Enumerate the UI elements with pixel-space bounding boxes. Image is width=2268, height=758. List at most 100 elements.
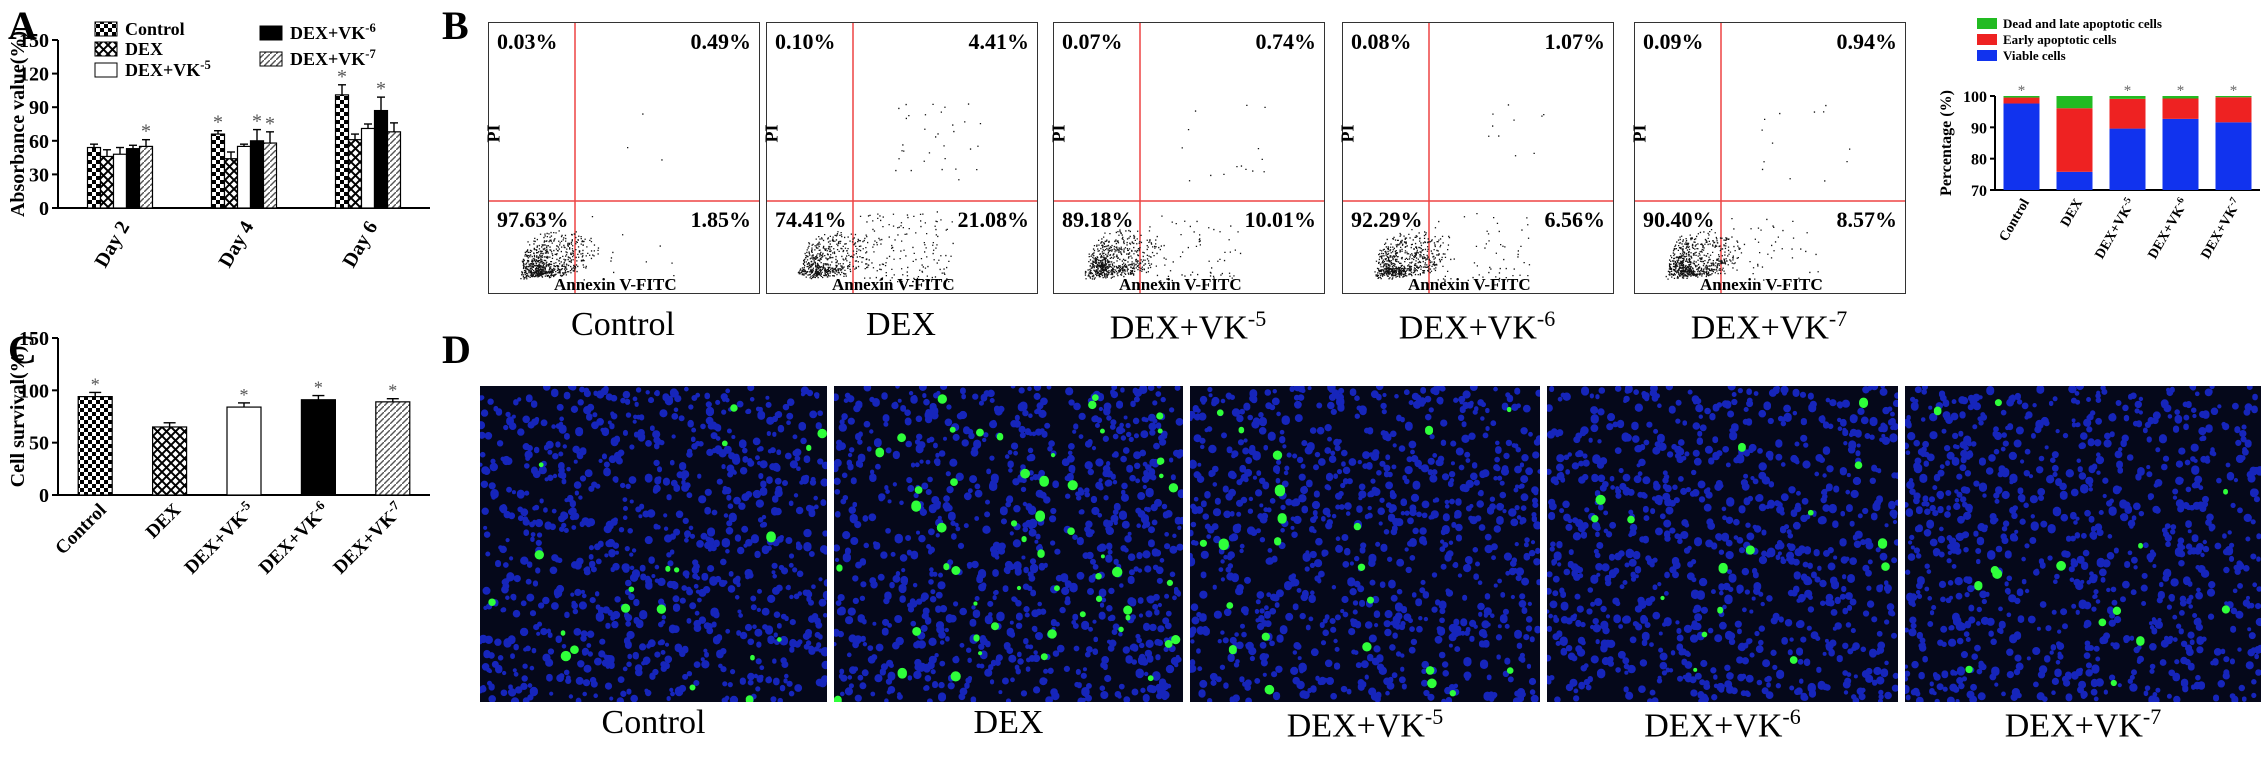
legend-label: Early apoptotic cells xyxy=(2003,32,2116,47)
cell-nuclei xyxy=(834,386,1183,702)
significance-star: * xyxy=(2230,83,2238,99)
bar xyxy=(152,426,188,496)
legend-swatch xyxy=(1977,18,1997,29)
y-tick-label: 0 xyxy=(39,485,49,507)
flow-scatter xyxy=(489,23,759,293)
y-tick-label: 90 xyxy=(1971,120,1987,137)
stack-segment xyxy=(2215,122,2252,190)
bar xyxy=(112,153,128,209)
stack-segment xyxy=(2056,96,2093,109)
y-tick-label: 120 xyxy=(19,64,49,86)
quadrant-ul-percent: 0.03% xyxy=(497,29,558,54)
stack-segment xyxy=(2109,128,2146,190)
x-axis-label: Annexin V-FITC xyxy=(1700,275,1823,294)
stack-segment xyxy=(2003,103,2040,190)
significance-star: * xyxy=(265,113,275,135)
bar xyxy=(262,142,278,209)
significance-star: * xyxy=(376,78,386,100)
fluorescence-caption: Control xyxy=(601,704,706,741)
blue-nuclei xyxy=(1905,386,2261,702)
y-tick-label: 30 xyxy=(29,164,49,186)
event-dots xyxy=(1374,104,1545,283)
quadrant-ul-percent: 0.09% xyxy=(1643,29,1704,54)
flow-plot: 0.10% 4.41% 74.41% 21.08% Annexin V-FITC PI xyxy=(762,22,1038,294)
flow-caption: DEX+VK-6 xyxy=(1398,306,1556,347)
bar xyxy=(226,406,262,496)
quadrant-lr-percent: 1.85% xyxy=(690,207,752,232)
x-tick-label: DEX xyxy=(142,499,185,542)
legend-swatch xyxy=(94,41,118,57)
panel-label-a: A xyxy=(8,3,37,48)
y-tick-label: 100 xyxy=(1963,89,1987,106)
x-tick-label: DEX+VK-6 xyxy=(253,497,335,579)
legend-label: Viable cells xyxy=(2003,48,2066,63)
legend-swatch xyxy=(1977,34,1997,45)
cell-nuclei xyxy=(480,386,827,702)
legend-swatch xyxy=(259,51,283,67)
flow-scatter xyxy=(1054,23,1324,293)
x-tick-label: DEX+VK-5 xyxy=(178,497,260,579)
y-tick-label: 90 xyxy=(29,97,49,119)
y-tick-label: 150 xyxy=(19,30,49,52)
cell-nuclei xyxy=(1547,386,1898,702)
quadrant-ul-percent: 0.08% xyxy=(1351,29,1412,54)
quadrant-ll-percent: 74.41% xyxy=(775,207,847,232)
quadrant-ur-percent: 4.41% xyxy=(968,29,1030,54)
event-dots xyxy=(1084,104,1266,282)
y-tick-label: 50 xyxy=(29,433,49,455)
fluorescence-caption: DEX+VK-5 xyxy=(1286,704,1444,745)
y-axis-label: PI xyxy=(483,124,504,143)
panel-label-b: B xyxy=(442,3,469,48)
legend-label: Dead and late apoptotic cells xyxy=(2003,16,2162,31)
x-tick-label: Day 2 xyxy=(91,218,135,272)
quadrant-ur-percent: 0.94% xyxy=(1836,29,1898,54)
y-tick-label: 60 xyxy=(29,131,49,153)
quadrant-ul-percent: 0.07% xyxy=(1062,29,1123,54)
flow-scatter xyxy=(1343,23,1613,293)
apoptosis-stacked-bar-chart: 70 80 90 100 Percentage (%) * Control DEX * DEX+V… xyxy=(1938,16,2260,262)
x-tick-label: Control xyxy=(1997,196,2033,244)
y-tick-label: 80 xyxy=(1971,152,1987,169)
y-tick-label: 100 xyxy=(19,380,49,402)
y-tick-label: 150 xyxy=(19,330,49,350)
significance-star: * xyxy=(2124,83,2132,99)
x-tick-label: DEX+VK-7 xyxy=(2196,195,2245,262)
y-axis-label: PI xyxy=(1048,124,1069,143)
x-tick-label: DEX+VK-5 xyxy=(2090,195,2139,262)
stack-segment xyxy=(2003,96,2040,98)
fluorescence-image xyxy=(1905,386,2261,702)
x-axis-label: Annexin V-FITC xyxy=(1408,275,1531,294)
x-tick-label: DEX xyxy=(2058,197,2086,230)
quadrant-ur-percent: 0.49% xyxy=(690,29,752,54)
y-tick-label: 0 xyxy=(39,198,49,220)
stack-segment xyxy=(2162,118,2199,190)
fluorescence-caption: DEX+VK-6 xyxy=(1644,704,1801,745)
quadrant-ll-percent: 89.18% xyxy=(1062,207,1134,232)
bar xyxy=(86,146,102,209)
significance-star: * xyxy=(141,121,151,143)
stack-segment xyxy=(2109,98,2146,129)
flow-plot: 0.09% 0.94% 90.40% 8.57% Annexin V-FITC PI xyxy=(1630,22,1906,294)
significance-star: * xyxy=(240,385,249,405)
bar xyxy=(360,127,376,209)
legend-label: DEX+VK-6 xyxy=(290,21,376,43)
quadrant-ur-percent: 0.74% xyxy=(1255,29,1317,54)
flow-caption: Control xyxy=(571,306,675,343)
cell-nuclei xyxy=(1190,386,1540,702)
flow-plot: 0.08% 1.07% 92.29% 6.56% Annexin V-FITC PI xyxy=(1338,22,1614,294)
significance-star: * xyxy=(213,112,223,134)
y-axis-label: Absorbance value(%) xyxy=(7,31,29,217)
significance-star: * xyxy=(91,374,100,394)
legend-label: DEX+VK-5 xyxy=(125,58,211,80)
quadrant-lr-percent: 8.57% xyxy=(1836,207,1898,232)
quadrant-ll-percent: 92.29% xyxy=(1351,207,1423,232)
x-axis-label: Annexin V-FITC xyxy=(1119,275,1242,294)
flow-scatter xyxy=(767,23,1037,293)
bar xyxy=(386,131,402,209)
bar xyxy=(125,148,141,209)
bar xyxy=(373,109,389,209)
x-tick-label: Day 6 xyxy=(339,218,383,272)
stack-segment xyxy=(2056,108,2093,172)
